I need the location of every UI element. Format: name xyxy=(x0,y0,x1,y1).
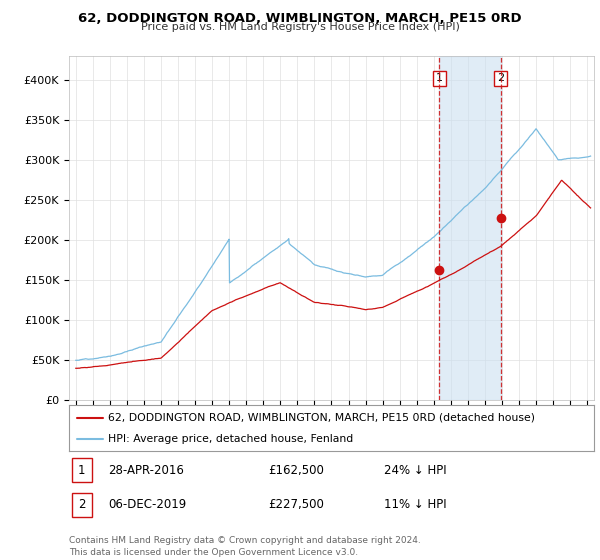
Text: Contains HM Land Registry data © Crown copyright and database right 2024.
This d: Contains HM Land Registry data © Crown c… xyxy=(69,536,421,557)
Text: £227,500: £227,500 xyxy=(269,498,325,511)
Text: 1: 1 xyxy=(78,464,85,477)
Bar xyxy=(439,56,500,400)
Text: HPI: Average price, detached house, Fenland: HPI: Average price, detached house, Fenl… xyxy=(109,435,353,444)
Text: 06-DEC-2019: 06-DEC-2019 xyxy=(109,498,187,511)
Text: Price paid vs. HM Land Registry's House Price Index (HPI): Price paid vs. HM Land Registry's House … xyxy=(140,22,460,32)
Text: 2: 2 xyxy=(497,73,504,83)
Text: 62, DODDINGTON ROAD, WIMBLINGTON, MARCH, PE15 0RD (detached house): 62, DODDINGTON ROAD, WIMBLINGTON, MARCH,… xyxy=(109,413,535,423)
FancyBboxPatch shape xyxy=(71,458,92,482)
FancyBboxPatch shape xyxy=(71,493,92,517)
Text: 24% ↓ HPI: 24% ↓ HPI xyxy=(384,464,446,477)
Text: 2: 2 xyxy=(78,498,85,511)
Text: 1: 1 xyxy=(436,73,443,83)
Text: £162,500: £162,500 xyxy=(269,464,325,477)
Text: 62, DODDINGTON ROAD, WIMBLINGTON, MARCH, PE15 0RD: 62, DODDINGTON ROAD, WIMBLINGTON, MARCH,… xyxy=(78,12,522,25)
Text: 28-APR-2016: 28-APR-2016 xyxy=(109,464,184,477)
Text: 11% ↓ HPI: 11% ↓ HPI xyxy=(384,498,446,511)
